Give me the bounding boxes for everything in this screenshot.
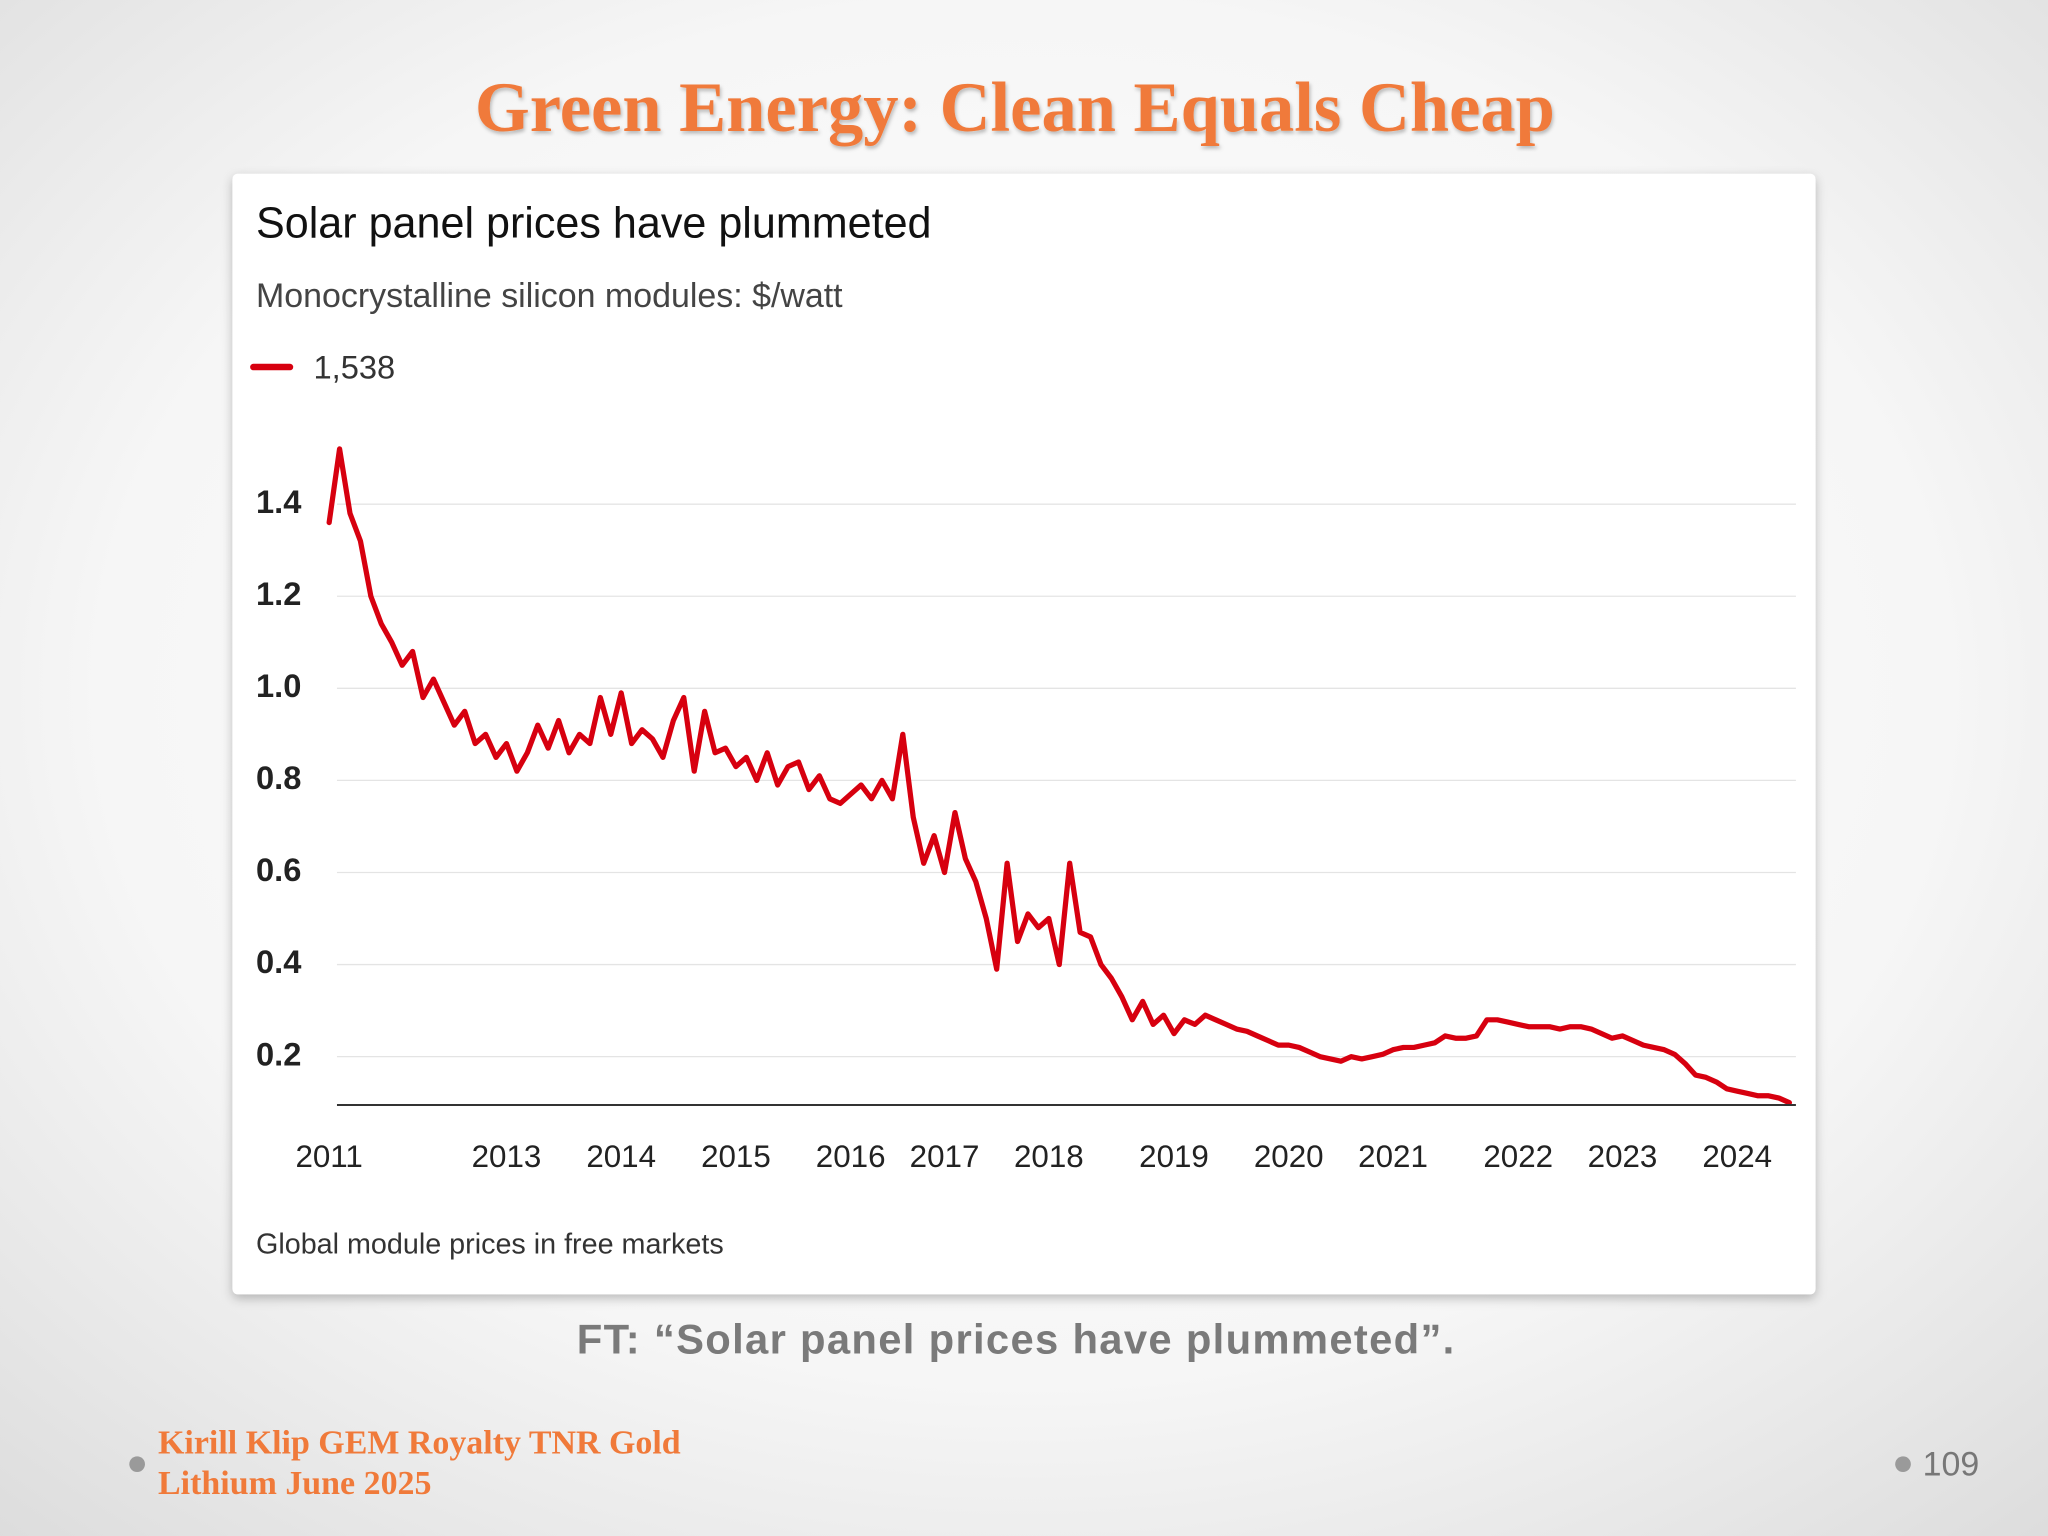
x-tick-label: 2020 bbox=[1254, 1139, 1324, 1174]
chart-title: Solar panel prices have plummeted bbox=[256, 199, 932, 247]
x-tick-label: 2022 bbox=[1483, 1139, 1553, 1174]
y-tick-label: 0.4 bbox=[256, 943, 301, 980]
y-tick-label: 1.4 bbox=[256, 483, 301, 520]
price-line bbox=[326, 446, 1792, 1106]
chart-note: Global module prices in free markets bbox=[256, 1229, 724, 1261]
x-tick-label: 2017 bbox=[910, 1139, 980, 1174]
y-tick-label: 1.2 bbox=[256, 575, 301, 612]
legend-label: 1,538 bbox=[313, 348, 395, 385]
chart-subtitle: Monocrystalline silicon modules: $/watt bbox=[256, 277, 843, 315]
footer-author: Kirill Klip GEM Royalty TNR Gold bbox=[158, 1425, 681, 1462]
slide-title: Green Energy: Clean Equals Cheap bbox=[475, 69, 1555, 147]
y-tick-label: 0.2 bbox=[256, 1035, 301, 1072]
x-tick-label: 2024 bbox=[1702, 1139, 1772, 1174]
bullet bbox=[1895, 1456, 1911, 1472]
page-number: 109 bbox=[1923, 1446, 1980, 1484]
plot-area: 0.2 0.4 0.6 0.8 1.0 1.2 1.4 2011 2013 2014 2015 201… bbox=[256, 446, 1796, 1174]
y-tick-label: 0.6 bbox=[256, 851, 301, 888]
slide-caption: FT: “Solar panel prices have plummeted”. bbox=[577, 1316, 1456, 1363]
x-tick-label: 2021 bbox=[1358, 1139, 1428, 1174]
x-tick-label: 2023 bbox=[1588, 1139, 1658, 1174]
footer-author: Lithium June 2025 bbox=[158, 1465, 431, 1502]
y-tick-label: 0.8 bbox=[256, 759, 301, 796]
x-tick-label: 2016 bbox=[816, 1139, 886, 1174]
x-tick-label: 2019 bbox=[1139, 1139, 1209, 1174]
x-tick-label: 2011 bbox=[295, 1139, 362, 1174]
chart-card bbox=[232, 173, 1816, 1295]
x-tick-label: 2014 bbox=[586, 1139, 656, 1174]
x-tick-label: 2018 bbox=[1014, 1139, 1084, 1174]
x-tick-label: 2015 bbox=[701, 1139, 771, 1174]
bullet bbox=[129, 1456, 145, 1472]
x-tick-label: 2013 bbox=[472, 1139, 542, 1174]
y-tick-label: 1.0 bbox=[256, 667, 301, 704]
